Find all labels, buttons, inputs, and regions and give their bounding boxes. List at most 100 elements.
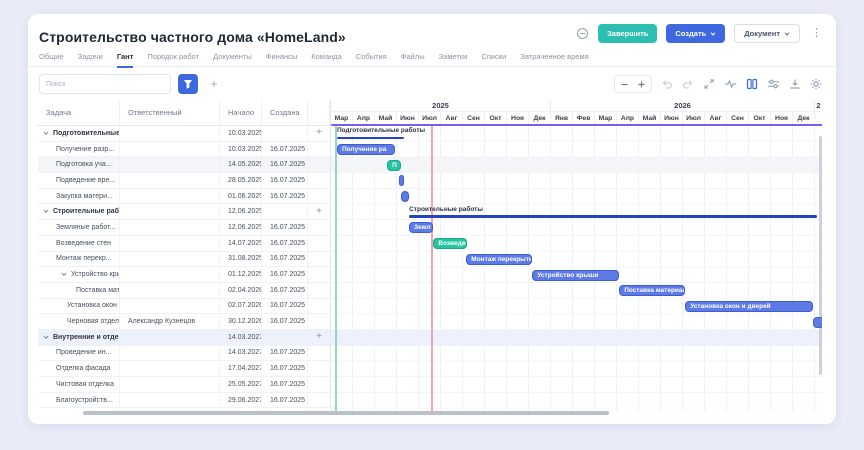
task-name-cell: Чистовая отделка xyxy=(38,377,120,392)
gantt-bar[interactable]: Получение ра xyxy=(336,143,395,155)
expand-icon[interactable] xyxy=(703,78,715,90)
row-actions-cell xyxy=(308,267,330,282)
gantt-bar[interactable]: Устройство крыши xyxy=(532,269,620,281)
row-actions-cell xyxy=(308,189,330,204)
add-task-button[interactable]: + xyxy=(206,74,222,94)
page-title: Строительство частного дома «HomeLand» xyxy=(39,29,346,45)
month-label: Фев xyxy=(573,112,595,125)
month-label: Май xyxy=(375,112,397,125)
undo-icon[interactable] xyxy=(661,78,673,90)
table-row[interactable]: Земляные работ... 12.06.2025 16.07.2025 xyxy=(38,220,330,236)
row-actions-cell xyxy=(308,377,330,392)
gantt-bar[interactable] xyxy=(401,191,410,202)
gantt-bar[interactable]: Поставка материалов xyxy=(619,285,686,297)
gantt-bar-label: Получение ра xyxy=(341,145,387,153)
start-cell: 12.06.2025 xyxy=(220,204,262,220)
tab-3[interactable]: Гант xyxy=(116,52,134,68)
table-row[interactable]: Черновая отдел... Александр Кузнецов 30.12… xyxy=(38,314,330,330)
table-row[interactable]: Подведение вре... 28.05.2025 16.07.2025 xyxy=(38,173,330,189)
responsible-cell xyxy=(120,173,220,188)
more-vertical-icon[interactable]: ⋮ xyxy=(811,27,822,39)
gantt-bar[interactable] xyxy=(812,316,822,328)
gantt-summary-bar[interactable] xyxy=(336,136,404,139)
chevron-down-icon[interactable] xyxy=(43,335,49,340)
tab-4[interactable]: Порядок работ xyxy=(147,52,200,61)
table-row[interactable]: Закупка матери... 01.06.2025 16.07.2025 xyxy=(38,188,330,205)
redo-icon[interactable] xyxy=(682,78,694,90)
responsible-cell xyxy=(120,377,220,392)
zoom-out-icon[interactable] xyxy=(620,80,629,89)
table-row[interactable]: Монтаж перекр... 31.08.2025 16.07.2025 xyxy=(38,251,330,268)
table-row[interactable]: Установка окон ... 02.07.2026 16.07.2025 xyxy=(38,298,330,315)
responsible-cell xyxy=(120,141,220,157)
tab-5[interactable]: Документы xyxy=(213,52,252,61)
column-header-actions xyxy=(308,100,330,126)
search-input[interactable] xyxy=(39,74,171,94)
tab-11[interactable]: Списки xyxy=(481,52,507,61)
month-label: Ноя xyxy=(771,112,793,125)
chevron-down-icon[interactable] xyxy=(61,272,67,277)
finish-button[interactable]: Завершить xyxy=(598,24,658,43)
zoom-in-icon[interactable] xyxy=(637,80,646,89)
gantt-summary-bar[interactable] xyxy=(409,215,818,218)
add-subtask-button[interactable]: + xyxy=(316,205,322,217)
gantt-bar[interactable]: П xyxy=(387,159,402,171)
table-row[interactable]: Благоустройств... 29.06.2027 16.07.2025 xyxy=(38,392,330,409)
columns-icon[interactable] xyxy=(746,78,758,90)
critical-path-icon[interactable] xyxy=(724,78,737,90)
task-name-cell: Возведение стен xyxy=(38,235,120,251)
tab-10[interactable]: Заметки xyxy=(438,52,468,61)
created-cell xyxy=(262,126,308,141)
gantt-bar[interactable]: Монтаж перекрытий xyxy=(466,253,533,265)
gantt-bar-label: Монтаж перекрытий xyxy=(471,255,533,263)
gantt-bar[interactable]: Установка окон и дверей xyxy=(685,300,813,312)
add-subtask-button[interactable]: + xyxy=(316,127,322,139)
table-row[interactable]: Чистовая отделка 25.05.2027 16.07.2025 xyxy=(38,377,330,393)
create-button[interactable]: Создать xyxy=(666,24,726,43)
tab-1[interactable]: Общие xyxy=(39,52,64,61)
task-name: Подготовительные ... xyxy=(53,129,120,137)
filter-button[interactable] xyxy=(178,74,198,94)
task-name: Монтаж перекр... xyxy=(56,255,112,263)
gantt-bar[interactable]: Земл xyxy=(409,222,434,234)
gantt-bar[interactable]: Возведен xyxy=(433,238,468,250)
table-row[interactable]: Проведение ин... 14.03.2027 16.07.2025 xyxy=(38,345,330,362)
link-icon[interactable] xyxy=(576,27,589,40)
month-label: Июн xyxy=(661,112,683,125)
chevron-down-icon[interactable] xyxy=(43,209,49,214)
table-row[interactable]: Получение разр... 10.03.2025 16.07.2025 xyxy=(38,141,330,158)
gear-icon[interactable] xyxy=(810,78,822,90)
created-cell: 16.07.2025 xyxy=(262,188,308,204)
add-subtask-button[interactable]: + xyxy=(316,331,322,343)
start-cell: 25.05.2027 xyxy=(220,377,262,392)
tab-7[interactable]: Команда xyxy=(311,52,342,61)
chevron-down-icon[interactable] xyxy=(43,131,49,136)
table-row[interactable]: Строительные раб... 12.06.2025 + xyxy=(38,204,330,221)
created-cell: 16.07.2025 xyxy=(262,267,308,282)
table-row[interactable]: Отделка фасада 17.04.2027 16.07.2025 xyxy=(38,361,330,377)
table-row[interactable]: Подготовительные ... 10.03.2025 + xyxy=(38,126,330,142)
table-row[interactable]: Возведение стен 14.07.2025 16.07.2025 xyxy=(38,235,330,252)
tab-8[interactable]: События xyxy=(355,52,387,61)
task-name: Внутренние и отде... xyxy=(53,333,120,341)
download-icon[interactable] xyxy=(789,78,801,90)
created-cell: 16.07.2025 xyxy=(262,392,308,408)
table-row[interactable]: Внутренние и отде... 14.03.2027 + xyxy=(38,329,330,346)
tab-9[interactable]: Файлы xyxy=(400,52,425,61)
tab-6[interactable]: Финансы xyxy=(265,52,298,61)
table-body: Подготовительные ... 10.03.2025 + Получение… xyxy=(38,126,330,412)
task-name: Получение разр... xyxy=(56,145,115,153)
tab-2[interactable]: Задачи xyxy=(77,52,103,61)
table-row[interactable]: Подготовка уча... 14.05.2025 16.07.2025 xyxy=(38,157,330,174)
month-label: Дек xyxy=(793,112,815,125)
horizontal-scrollbar[interactable] xyxy=(83,411,609,415)
settings-sliders-icon[interactable] xyxy=(767,78,780,90)
responsible-cell xyxy=(120,298,220,314)
document-button[interactable]: Документ xyxy=(734,24,800,43)
vertical-scrollbar[interactable] xyxy=(819,136,822,375)
create-button-label: Создать xyxy=(675,29,707,38)
tab-12[interactable]: Затраченное время xyxy=(520,52,589,61)
gantt-bar[interactable] xyxy=(399,175,404,187)
